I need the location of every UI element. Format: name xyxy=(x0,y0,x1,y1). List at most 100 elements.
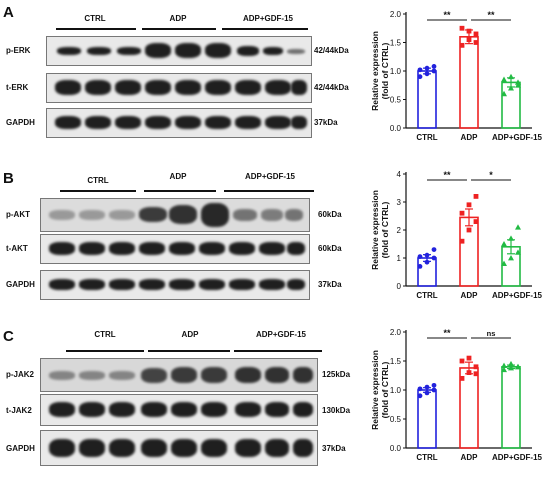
panel-letter: A xyxy=(3,4,14,21)
data-point-adp-gdf-15 xyxy=(508,73,514,80)
blot-band xyxy=(57,47,81,55)
kda-label: 125kDa xyxy=(322,370,351,379)
group-bar-adp-gdf15 xyxy=(234,350,322,352)
data-point-adp-gdf-15 xyxy=(515,249,521,255)
data-point-adp xyxy=(473,364,479,370)
blot-band xyxy=(293,439,313,457)
panel-a: A CTRL ADP ADP+GDF-15 p-ERK 42/44kDa t-E… xyxy=(0,0,550,160)
blot-band xyxy=(79,371,105,380)
group-bar-adp-gdf15 xyxy=(222,28,308,30)
data-point-ctrl xyxy=(424,65,430,71)
x-tick-label: ADP+GDF-15 xyxy=(492,453,543,462)
blot-band xyxy=(235,80,261,95)
y-tick-label: 0.0 xyxy=(390,444,402,453)
blot-band xyxy=(79,279,105,290)
data-point-adp xyxy=(459,358,465,364)
data-point-ctrl xyxy=(417,264,423,269)
significance-label: ** xyxy=(487,10,495,20)
blot-band xyxy=(145,116,171,129)
y-tick-label: 1.0 xyxy=(390,386,402,395)
blot-band xyxy=(169,242,195,255)
data-point-adp xyxy=(466,355,472,361)
blot-band xyxy=(205,80,231,95)
data-point-adp-gdf-15 xyxy=(501,241,507,247)
blot-band xyxy=(235,367,261,383)
x-tick-label: ADP xyxy=(461,453,479,462)
group-bar-adp-gdf15 xyxy=(224,190,314,192)
y-tick-label: 3 xyxy=(397,198,402,207)
data-point-ctrl xyxy=(431,64,437,69)
panel-letter: C xyxy=(3,328,14,345)
blot-band xyxy=(55,80,81,95)
blot-band xyxy=(141,368,167,383)
blot-band xyxy=(85,116,111,129)
x-tick-label: CTRL xyxy=(416,291,437,300)
y-tick-label: 0 xyxy=(397,282,402,291)
blot-label: t-JAK2 xyxy=(6,406,32,415)
blot-gapdh xyxy=(46,108,312,138)
blot-band xyxy=(237,46,259,56)
data-point-adp xyxy=(466,202,472,208)
y-axis-title: (fold of CTRL) xyxy=(380,202,390,259)
blot-band xyxy=(109,242,135,255)
y-tick-label: 0.5 xyxy=(390,96,402,105)
blot-band xyxy=(265,402,289,417)
group-label-ctrl: CTRL xyxy=(84,14,106,23)
group-label-adp: ADP xyxy=(181,330,199,339)
blot-label: p-ERK xyxy=(6,46,31,55)
data-point-adp xyxy=(473,219,479,224)
data-point-adp-gdf-15 xyxy=(508,364,514,371)
y-axis-title: Relative expression xyxy=(370,31,380,111)
blot-band xyxy=(201,402,227,417)
blot-band xyxy=(87,47,111,55)
data-point-adp-gdf-15 xyxy=(501,76,507,82)
blot-band xyxy=(201,203,229,227)
blot-band xyxy=(233,209,257,221)
y-tick-label: 2.0 xyxy=(390,328,402,337)
blot-band xyxy=(235,439,261,457)
blot-band xyxy=(49,279,75,290)
group-label-ctrl: CTRL xyxy=(94,330,116,339)
blot-band xyxy=(79,242,105,255)
y-tick-label: 2 xyxy=(397,226,402,235)
blot-band xyxy=(201,439,227,457)
blot-band xyxy=(171,402,197,417)
bar-chart-jak2: 0.0 0.5 1.0 1.5 2.0 Relative expression (fold … xyxy=(370,328,543,462)
blot-band xyxy=(293,402,313,417)
blot-band xyxy=(109,210,135,220)
blot-band xyxy=(79,210,105,220)
data-point-adp xyxy=(466,370,472,375)
blot-band xyxy=(139,279,165,290)
group-label-adp-gdf15: ADP+GDF-15 xyxy=(244,172,295,181)
blot-band xyxy=(109,402,135,417)
significance-label: ** xyxy=(443,170,451,180)
data-point-adp-gdf-15 xyxy=(508,255,514,261)
blot-band xyxy=(49,371,75,380)
data-point-adp xyxy=(473,40,479,45)
y-tick-label: 2.0 xyxy=(390,10,402,19)
blot-label: GAPDH xyxy=(6,444,35,453)
data-point-ctrl xyxy=(417,393,423,399)
blot-band xyxy=(205,43,231,58)
y-tick-label: 0.0 xyxy=(390,124,402,133)
data-point-adp-gdf-15 xyxy=(508,85,514,91)
data-point-ctrl xyxy=(417,254,423,259)
y-axis-title: Relative expression xyxy=(370,190,380,270)
y-tick-label: 0.5 xyxy=(390,415,402,424)
data-point-ctrl xyxy=(431,68,437,74)
data-point-adp-gdf-15 xyxy=(515,224,521,230)
blot-p-akt xyxy=(40,198,310,232)
x-tick-label: ADP xyxy=(461,133,479,142)
x-tick-label: ADP+GDF-15 xyxy=(492,291,543,300)
blot-t-erk xyxy=(46,73,312,103)
data-point-adp xyxy=(459,210,465,216)
data-point-adp-gdf-15 xyxy=(515,79,521,85)
data-point-ctrl xyxy=(431,247,437,252)
y-tick-label: 1.5 xyxy=(390,39,402,48)
data-point-ctrl xyxy=(431,255,437,261)
blot-band xyxy=(201,367,227,383)
group-bar-adp xyxy=(148,350,230,352)
blot-band xyxy=(85,80,111,95)
kda-label: 60kDa xyxy=(318,210,342,219)
blot-t-akt xyxy=(40,234,310,264)
